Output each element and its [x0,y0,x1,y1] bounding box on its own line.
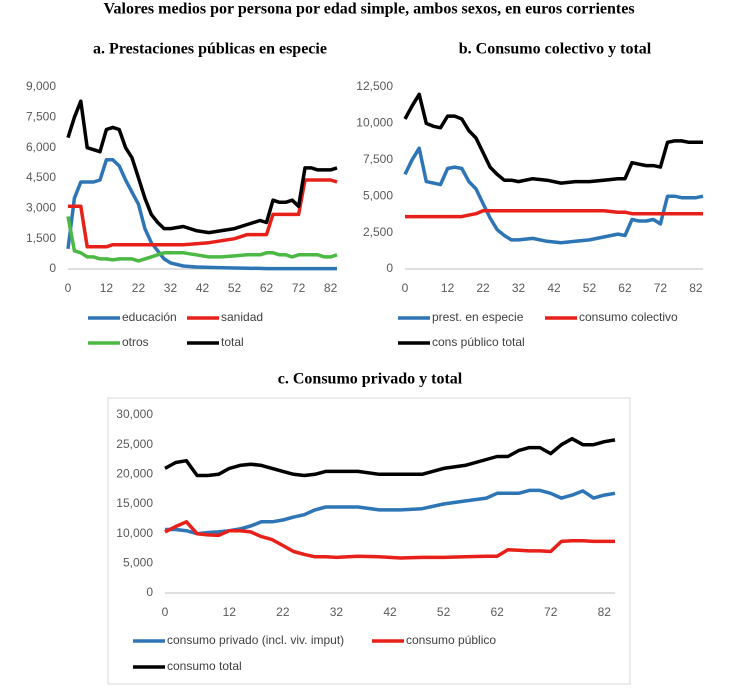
series-line [164,520,615,560]
series-line [405,209,703,219]
x-tick-label: 82 [598,605,612,619]
legend-label: educación [122,310,177,324]
y-tick-label: 10,000 [356,116,393,130]
y-tick-label: 30,000 [116,407,153,421]
legend-label: consumo privado (incl. viv. imput) [167,633,344,647]
x-tick-label: 42 [547,281,561,295]
legend-label: total [221,335,244,349]
y-tick-label: 20,000 [116,467,153,481]
chart-title: c. Consumo privado y total [278,371,463,388]
y-tick-label: 0 [386,261,393,275]
x-tick-label: 32 [330,605,344,619]
x-tick-label: 12 [441,281,455,295]
legend-label: prest. en especie [432,310,524,324]
x-tick-label: 12 [100,281,114,295]
chart-title: a. Prestaciones públicas en especie [93,41,327,58]
x-tick-label: 12 [223,605,237,619]
x-tick-label: 72 [544,605,558,619]
chart-c-frame [107,397,631,685]
x-tick-label: 42 [196,281,210,295]
y-tick-label: 25,000 [116,437,153,451]
y-tick-label: 4,500 [26,170,56,184]
x-tick-label: 32 [512,281,526,295]
x-tick-label: 82 [324,281,338,295]
x-tick-label: 0 [65,281,72,295]
series-line [66,158,337,271]
legend-label: consumo público [406,633,496,647]
y-tick-label: 15,000 [116,496,153,510]
y-tick-label: 7,500 [363,152,393,166]
legend-label: cons público total [432,335,525,349]
x-tick-label: 72 [654,281,668,295]
x-tick-label: 82 [689,281,703,295]
y-tick-label: 2,500 [363,225,393,239]
y-tick-label: 7,500 [26,110,56,124]
y-tick-label: 0 [146,585,153,599]
x-tick-label: 62 [260,281,274,295]
y-tick-label: 9,000 [26,79,56,93]
y-tick-label: 5,000 [123,556,153,570]
series-line [66,216,338,263]
y-tick-label: 6,000 [26,140,56,154]
x-tick-label: 62 [490,605,504,619]
series-line [66,99,338,235]
x-tick-label: 52 [228,281,242,295]
x-tick-label: 22 [276,605,290,619]
page-title: Valores medios por persona por edad simp… [103,1,634,18]
series-line [403,146,704,245]
y-tick-label: 0 [49,261,56,275]
x-tick-label: 42 [383,605,397,619]
series-line [164,436,616,478]
y-tick-label: 3,000 [26,201,56,215]
legend-label: sanidad [221,310,263,324]
series-line [68,178,338,249]
x-tick-label: 52 [437,605,451,619]
series-line [403,92,703,185]
legend-label: otros [122,335,149,349]
legend-label: consumo colectivo [579,310,678,324]
x-tick-label: 22 [476,281,490,295]
x-tick-label: 0 [402,281,409,295]
legend-label: consumo total [167,659,242,673]
y-tick-label: 5,000 [363,188,393,202]
x-tick-label: 32 [164,281,178,295]
y-tick-label: 12,500 [356,79,393,93]
series-line [165,488,616,536]
x-tick-label: 72 [292,281,306,295]
x-tick-label: 22 [132,281,146,295]
y-tick-label: 1,500 [26,231,56,245]
x-tick-label: 52 [583,281,597,295]
x-tick-label: 0 [162,605,169,619]
y-tick-label: 10,000 [116,526,153,540]
chart-title: b. Consumo colectivo y total [459,41,652,58]
x-tick-label: 62 [618,281,632,295]
